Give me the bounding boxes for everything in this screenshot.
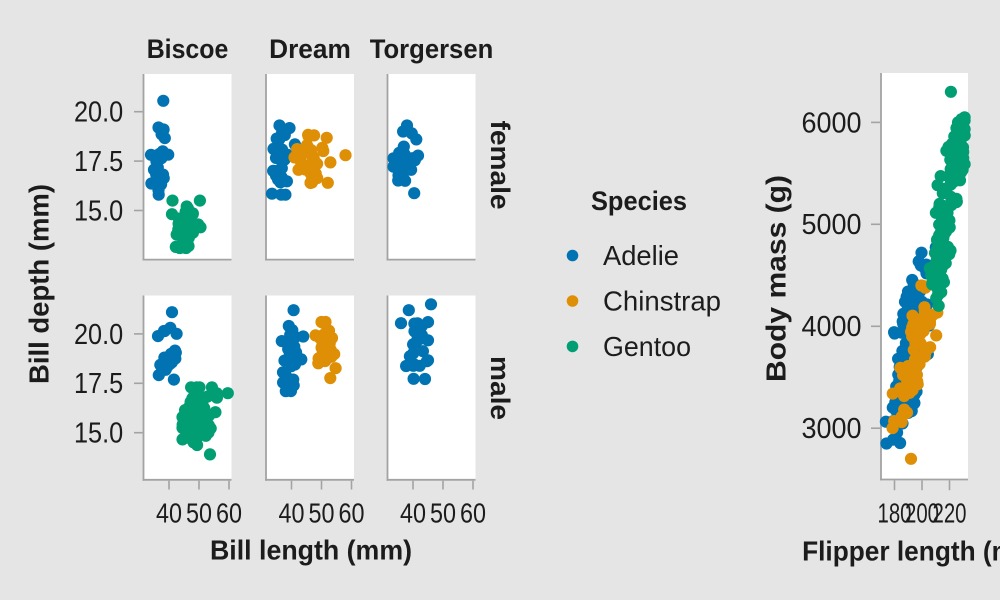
svg-text:200: 200 <box>905 498 939 529</box>
svg-text:15.0: 15.0 <box>74 195 123 227</box>
svg-text:17.5: 17.5 <box>74 146 123 178</box>
svg-text:Bill depth (mm): Bill depth (mm) <box>24 184 55 384</box>
svg-text:Adelie: Adelie <box>603 240 679 271</box>
svg-text:60: 60 <box>460 498 486 529</box>
svg-text:5000: 5000 <box>802 209 862 241</box>
svg-text:Gentoo: Gentoo <box>603 331 691 362</box>
svg-text:60: 60 <box>339 498 365 529</box>
svg-text:Species: Species <box>591 186 687 216</box>
svg-text:40: 40 <box>400 498 426 529</box>
svg-text:Dream: Dream <box>269 34 351 64</box>
svg-text:40: 40 <box>156 498 182 529</box>
svg-text:Body mass (g): Body mass (g) <box>761 175 792 382</box>
svg-text:female: female <box>485 121 515 210</box>
svg-text:17.5: 17.5 <box>74 368 123 400</box>
svg-text:15.0: 15.0 <box>74 418 123 450</box>
svg-text:6000: 6000 <box>802 107 862 139</box>
svg-text:Chinstrap: Chinstrap <box>603 286 721 317</box>
svg-text:Torgersen: Torgersen <box>370 34 494 64</box>
svg-text:3000: 3000 <box>802 413 862 445</box>
svg-text:20.0: 20.0 <box>74 319 123 351</box>
svg-text:40: 40 <box>279 498 305 529</box>
svg-text:male: male <box>485 356 515 420</box>
svg-text:Biscoe: Biscoe <box>147 34 229 64</box>
svg-text:50: 50 <box>186 498 212 529</box>
svg-text:Bill length (mm): Bill length (mm) <box>210 535 412 566</box>
svg-text:60: 60 <box>216 498 242 529</box>
svg-text:220: 220 <box>933 498 967 529</box>
svg-text:20.0: 20.0 <box>74 97 123 129</box>
svg-text:50: 50 <box>309 498 335 529</box>
svg-text:Flipper length (mm): Flipper length (mm) <box>802 536 1000 567</box>
svg-text:4000: 4000 <box>802 311 862 343</box>
svg-text:50: 50 <box>430 498 456 529</box>
svg-text:180: 180 <box>878 498 912 529</box>
